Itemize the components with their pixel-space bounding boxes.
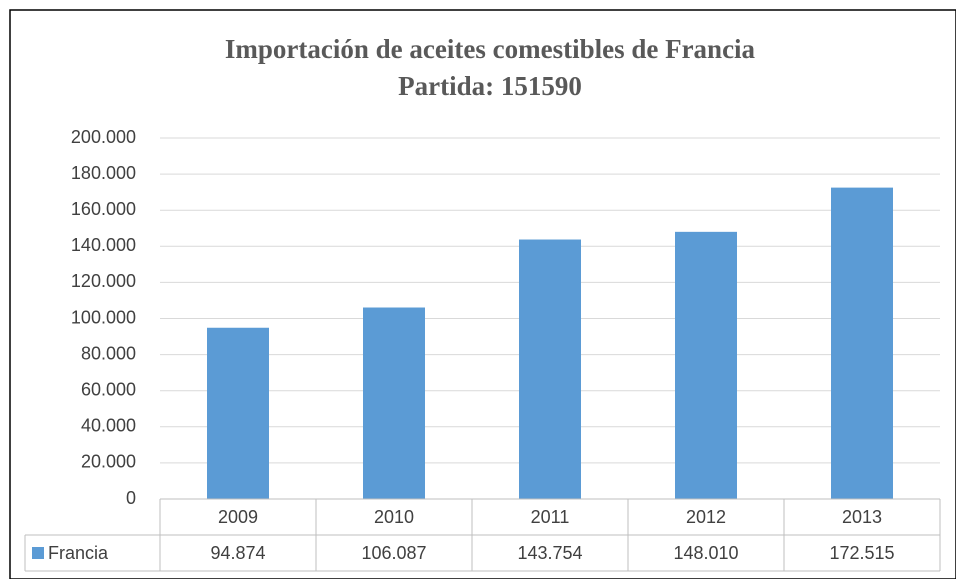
bar (363, 307, 425, 499)
legend-swatch (32, 547, 44, 559)
x-tick-label: 2011 (531, 507, 570, 527)
y-tick-label: 140.000 (71, 235, 136, 255)
y-tick-label: 0 (126, 488, 136, 508)
y-tick-label: 120.000 (71, 271, 136, 291)
bar (207, 327, 269, 499)
table-value: 94.874 (210, 543, 265, 563)
chart-subtitle: Partida: 151590 (398, 71, 582, 101)
x-tick-label: 2012 (686, 507, 726, 527)
table-value: 106.087 (361, 543, 426, 563)
chart-frame (9, 9, 956, 579)
y-tick-label: 80.000 (81, 343, 136, 363)
x-tick-label: 2010 (374, 507, 414, 527)
legend-label: Francia (48, 543, 109, 563)
bar (831, 187, 893, 500)
y-tick-label: 160.000 (71, 199, 136, 219)
y-tick-label: 60.000 (81, 379, 136, 399)
y-tick-label: 20.000 (81, 452, 136, 472)
table-value: 143.754 (517, 543, 582, 563)
bar (675, 231, 737, 499)
chart-title: Importación de aceites comestibles de Fr… (225, 34, 756, 64)
table-value: 148.010 (673, 543, 738, 563)
y-tick-label: 180.000 (71, 163, 136, 183)
table-value: 172.515 (829, 543, 894, 563)
x-tick-label: 2009 (218, 507, 258, 527)
y-tick-label: 100.000 (71, 307, 136, 327)
bar (519, 239, 581, 499)
y-tick-label: 200.000 (71, 127, 136, 147)
x-tick-label: 2013 (842, 507, 882, 527)
y-tick-label: 40.000 (81, 416, 136, 436)
